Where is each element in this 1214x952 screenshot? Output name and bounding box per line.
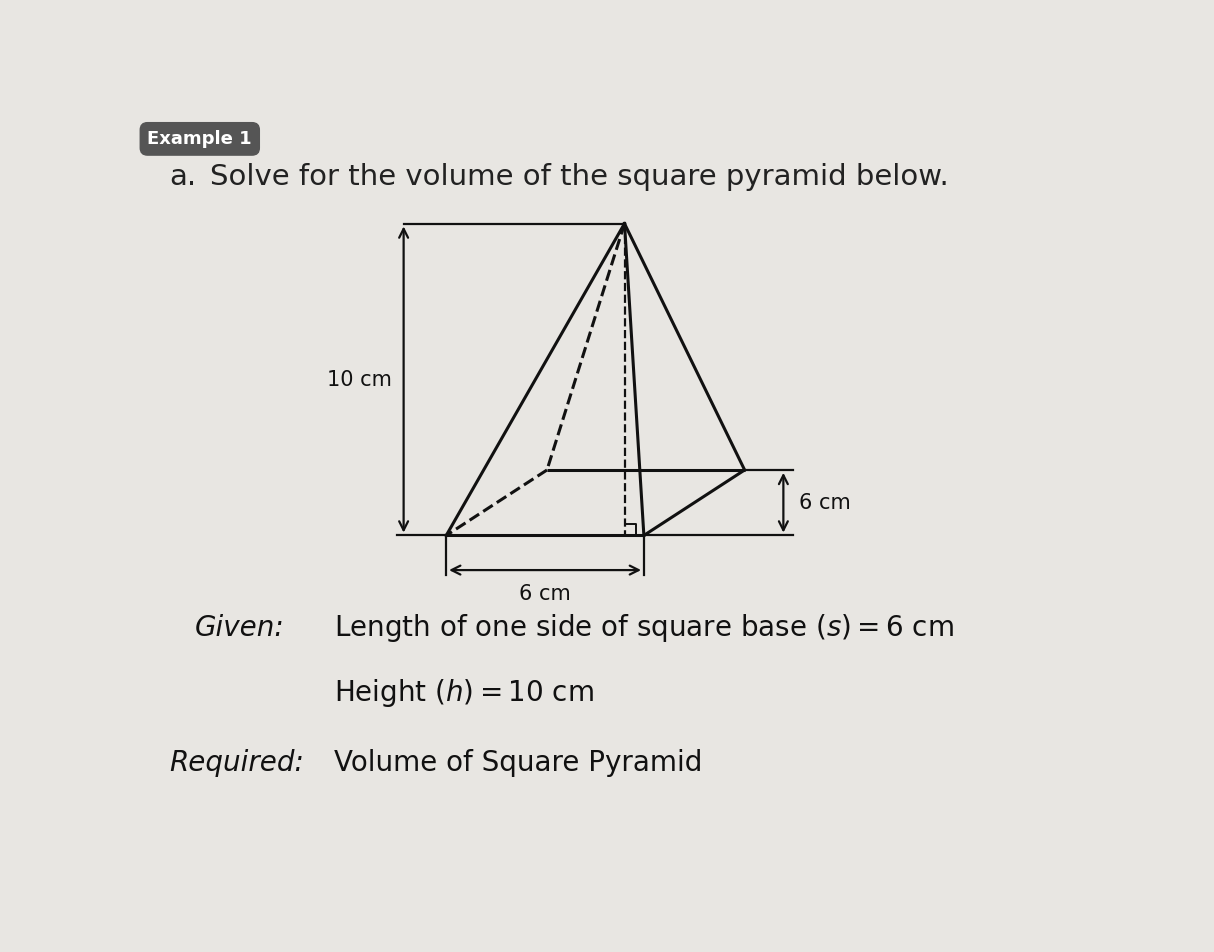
Text: Volume of Square Pyramid: Volume of Square Pyramid [334,748,702,777]
Text: Required:: Required: [169,748,304,777]
Text: 6 cm: 6 cm [799,493,851,513]
Text: Example 1: Example 1 [147,129,253,148]
Text: a.: a. [169,164,195,191]
Text: 10 cm: 10 cm [327,369,392,389]
Text: Length of one side of square base $(s)=6$ cm: Length of one side of square base $(s)=6… [334,612,954,644]
Text: Given:: Given: [194,614,284,642]
Text: Height $(h)=10$ cm: Height $(h)=10$ cm [334,677,594,709]
Text: Solve for the volume of the square pyramid below.: Solve for the volume of the square pyram… [210,164,948,191]
Text: 6 cm: 6 cm [520,584,571,604]
